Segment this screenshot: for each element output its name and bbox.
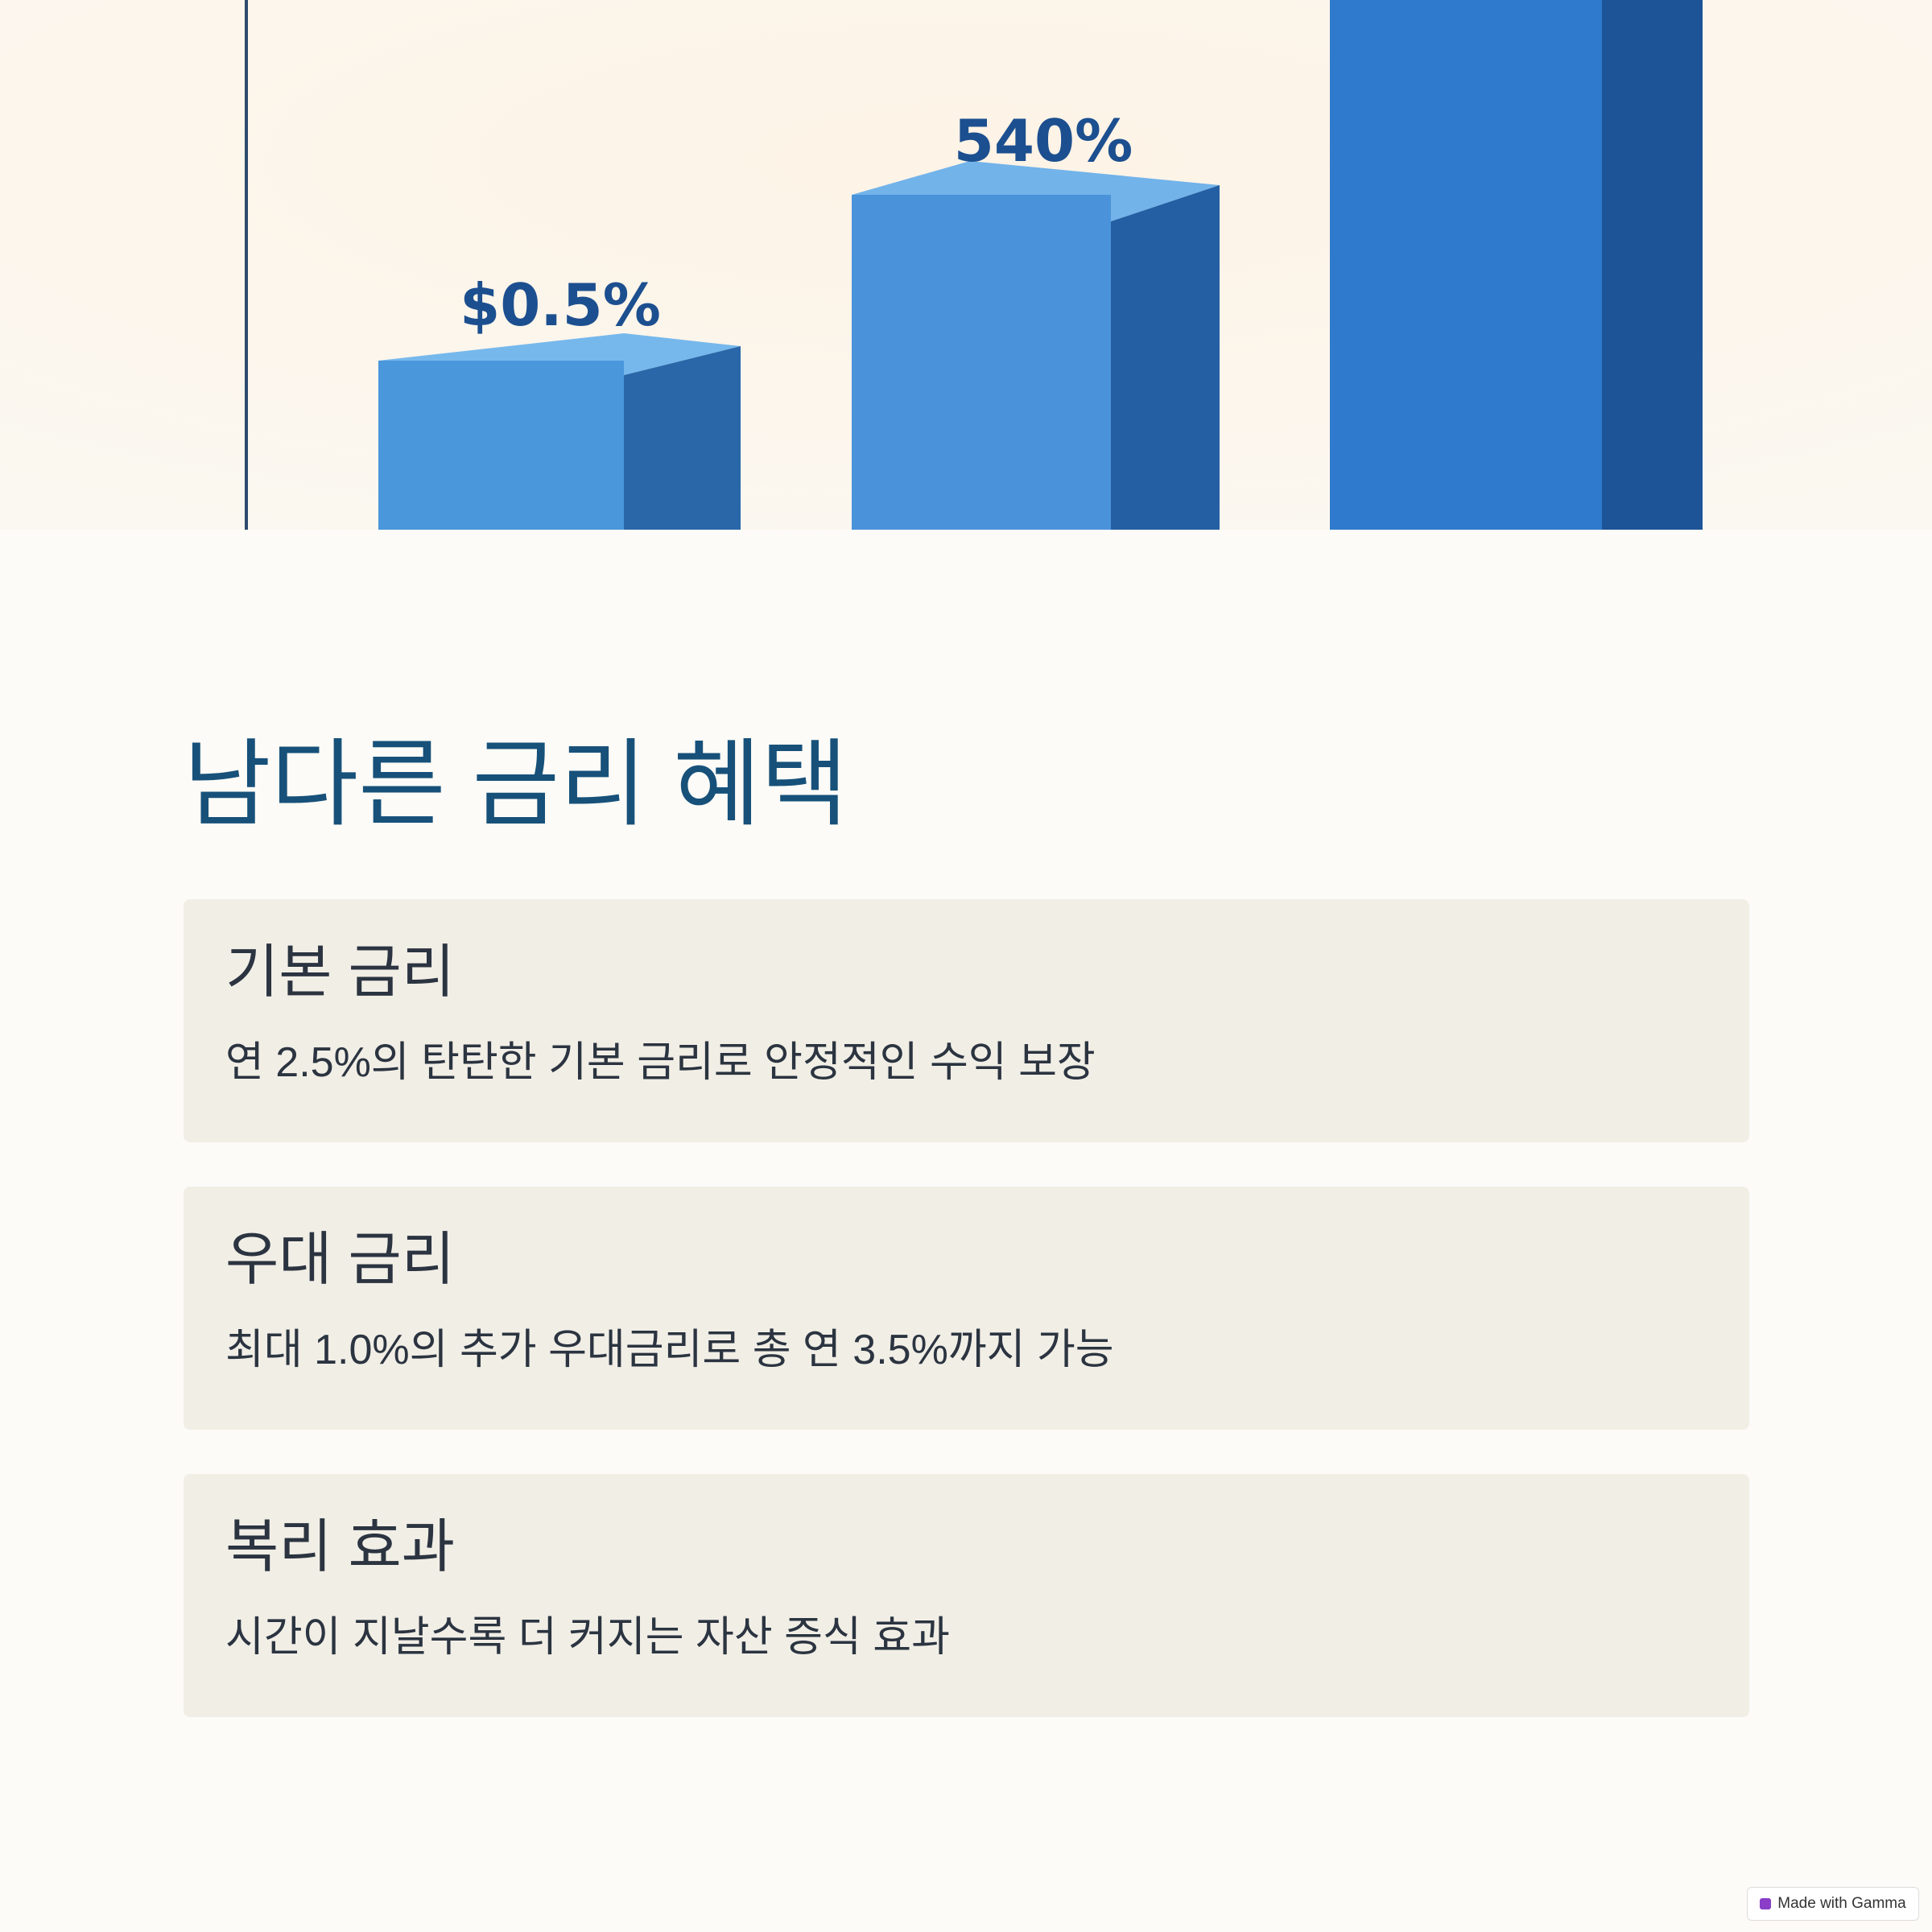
card-title: 우대 금리 bbox=[225, 1228, 455, 1292]
card: 우대 금리 최대 1.0%의 추가 우대금리로 총 연 3.5%까지 가능 bbox=[184, 1187, 1749, 1430]
card: 기본 금리 연 2.5%의 탄탄한 기본 금리로 안정적인 수익 보장 bbox=[184, 899, 1749, 1142]
bar-label: $0.5% bbox=[460, 271, 661, 339]
card-title: 복리 효과 bbox=[225, 1515, 455, 1579]
bar-2 bbox=[852, 161, 1220, 530]
gamma-badge[interactable]: Made with Gamma bbox=[1747, 1887, 1919, 1921]
badge-text: Made with Gamma bbox=[1777, 1895, 1906, 1912]
card-text: 최대 1.0%의 추가 우대금리로 총 연 3.5%까지 가능 bbox=[225, 1327, 1114, 1373]
badge-icon bbox=[1760, 1898, 1772, 1909]
bar-1 bbox=[378, 333, 741, 530]
card-text: 연 2.5%의 탄탄한 기본 금리로 안정적인 수익 보장 bbox=[225, 1039, 1096, 1086]
bar-3 bbox=[1330, 0, 1703, 530]
card-title: 기본 금리 bbox=[225, 940, 455, 1005]
hero-image: $0.5% 540% bbox=[0, 0, 1932, 530]
axis-line bbox=[245, 0, 248, 530]
card-text: 시간이 지날수록 더 커지는 자산 증식 효과 bbox=[225, 1614, 950, 1661]
bar-label: 540% bbox=[954, 107, 1133, 175]
card: 복리 효과 시간이 지날수록 더 커지는 자산 증식 효과 bbox=[184, 1474, 1749, 1717]
heading: 남다른 금리 혜택 bbox=[184, 732, 848, 838]
